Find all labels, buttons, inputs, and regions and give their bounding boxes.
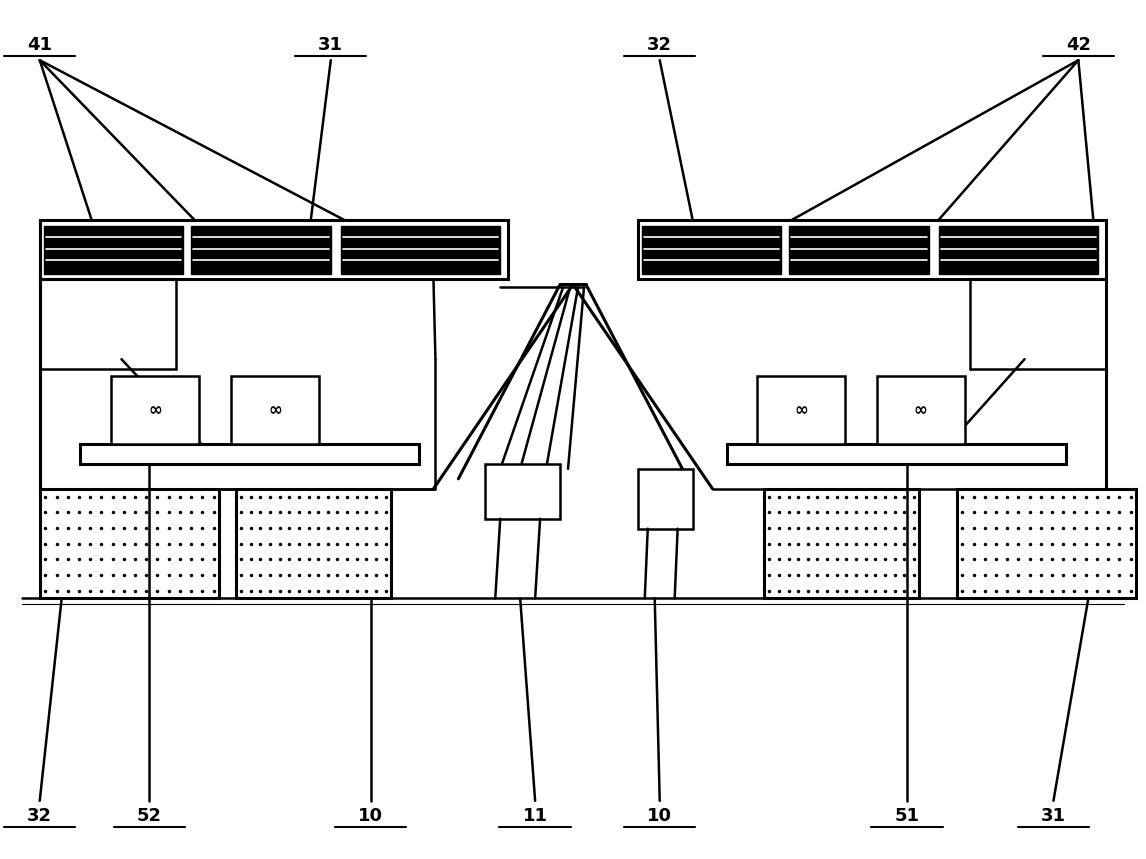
- Bar: [638, 220, 1106, 279]
- Bar: [231, 376, 319, 444]
- Text: 31: 31: [1041, 807, 1066, 825]
- Bar: [111, 376, 199, 444]
- Bar: [40, 220, 508, 279]
- Bar: [638, 469, 692, 528]
- Bar: [758, 376, 845, 444]
- Bar: [957, 489, 1136, 599]
- Text: 32: 32: [647, 36, 673, 54]
- Text: ∞: ∞: [794, 401, 808, 419]
- Text: 11: 11: [523, 807, 548, 825]
- Bar: [191, 226, 331, 273]
- Text: 52: 52: [136, 807, 162, 825]
- Bar: [790, 226, 929, 273]
- Bar: [939, 226, 1098, 273]
- Text: 41: 41: [28, 36, 53, 54]
- Text: 51: 51: [894, 807, 919, 825]
- Bar: [877, 376, 965, 444]
- Text: ∞: ∞: [268, 401, 282, 419]
- Bar: [236, 489, 391, 599]
- Text: ∞: ∞: [913, 401, 928, 419]
- Bar: [642, 226, 782, 273]
- Bar: [764, 489, 919, 599]
- Text: 10: 10: [647, 807, 673, 825]
- Bar: [340, 226, 501, 273]
- Text: 32: 32: [28, 807, 53, 825]
- Bar: [40, 489, 219, 599]
- Bar: [44, 226, 183, 273]
- Text: 31: 31: [319, 36, 344, 54]
- Text: 10: 10: [359, 807, 383, 825]
- Bar: [485, 464, 560, 519]
- Bar: [79, 444, 418, 464]
- Bar: [728, 444, 1067, 464]
- Text: 42: 42: [1066, 36, 1091, 54]
- Text: ∞: ∞: [149, 401, 163, 419]
